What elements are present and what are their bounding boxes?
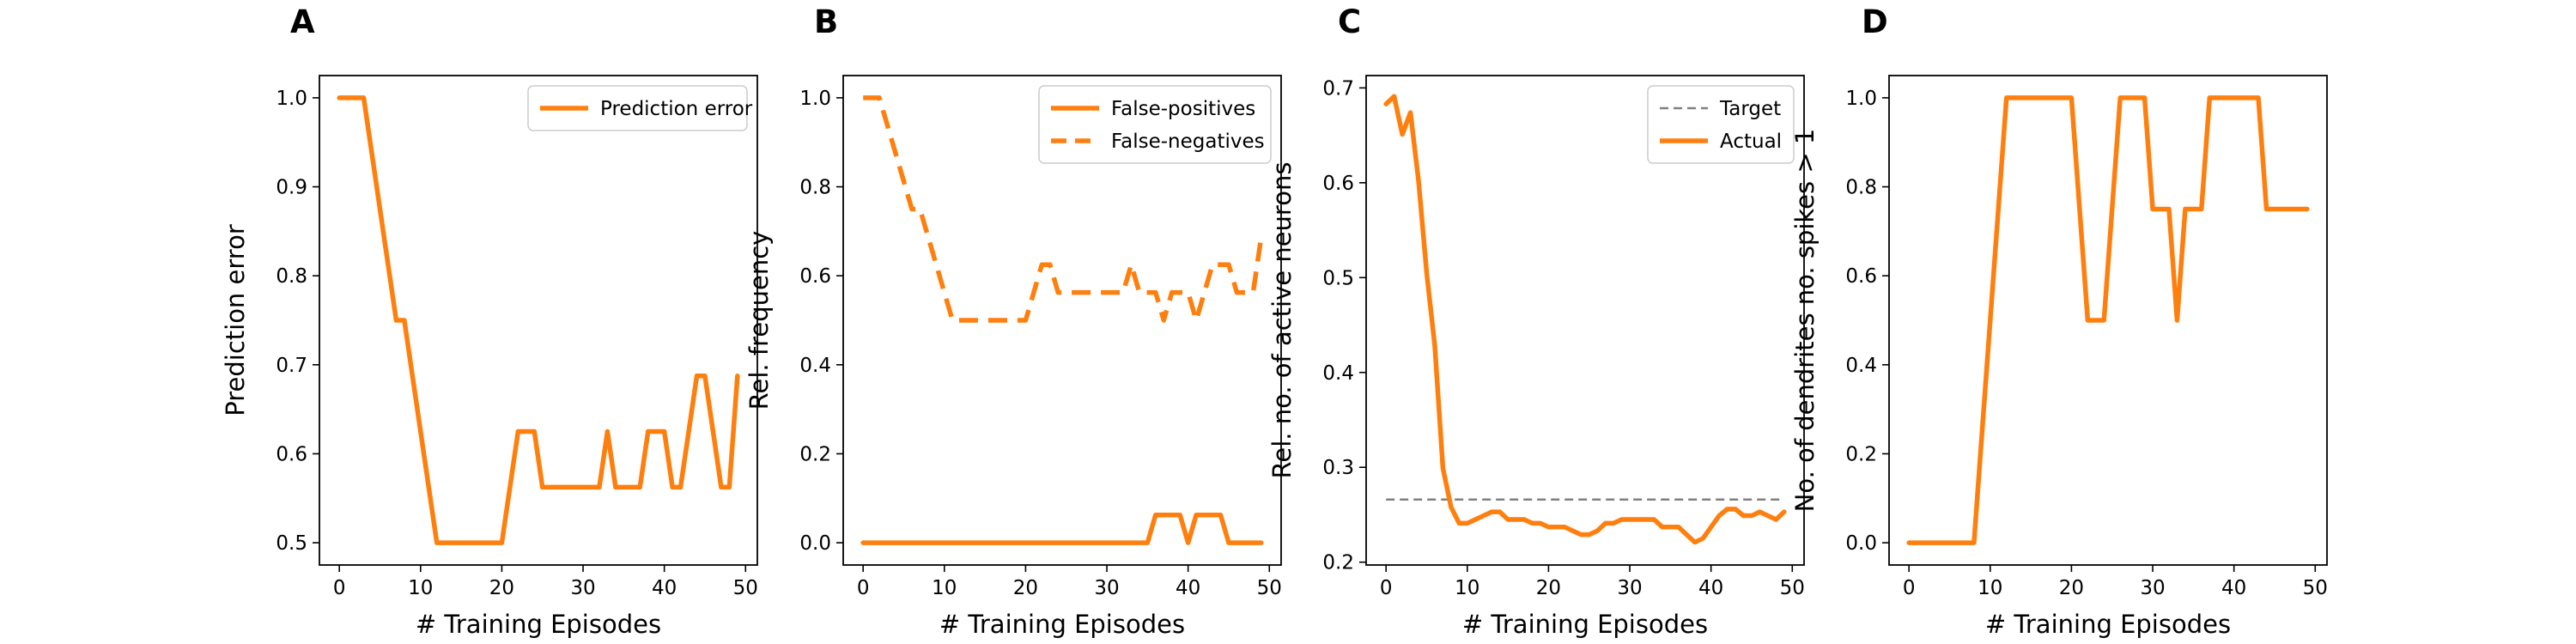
y-tick-label: 0.9 <box>276 177 307 199</box>
y-tick-label: 0.8 <box>276 265 307 288</box>
y-tick-label: 0.6 <box>1322 173 1354 195</box>
y-tick-label: 0.5 <box>276 532 307 555</box>
series-line-prediction-error <box>337 95 740 545</box>
x-tick-label: 50 <box>1780 577 1805 599</box>
panel-letter-d: D <box>1862 3 1888 40</box>
legend: False-positives False-negatives <box>1038 85 1272 164</box>
legend-frame <box>1038 85 1272 164</box>
y-tick-label: 0.7 <box>276 355 307 377</box>
y-tick-label: 0.8 <box>799 177 831 199</box>
x-tick-label: 10 <box>932 577 957 599</box>
x-tick-label: 10 <box>408 577 433 599</box>
x-tick-label: 40 <box>1698 577 1723 599</box>
plot-frame <box>319 75 758 566</box>
y-tick-label: 0.0 <box>799 532 831 555</box>
y-tick-label: 0.8 <box>1845 177 1877 199</box>
y-tick-label: 0.5 <box>1322 267 1354 289</box>
y-axis-label: No. of dendrites no. spikes > 1 <box>1790 129 1820 513</box>
y-tick-label: 1.0 <box>799 88 831 110</box>
x-axis-label: # Training Episodes <box>1985 610 2231 639</box>
y-tick-label: 0.3 <box>1322 457 1354 479</box>
legend-label: False-negatives <box>1111 131 1265 153</box>
y-tick-label: 0.4 <box>1322 362 1354 385</box>
y-tick-label: 0.2 <box>1845 443 1877 465</box>
x-tick-label: 50 <box>1257 577 1282 599</box>
legend-label: Actual <box>1720 131 1782 153</box>
y-tick-label: 0.7 <box>1322 77 1354 100</box>
x-tick-label: 20 <box>489 577 514 599</box>
x-tick-label: 50 <box>2303 577 2328 599</box>
x-axis-label: # Training Episodes <box>416 610 661 639</box>
x-tick-label: 0 <box>1380 577 1393 599</box>
x-tick-label: 40 <box>1176 577 1200 599</box>
x-tick-label: 30 <box>570 577 595 599</box>
x-tick-label: 30 <box>1094 577 1119 599</box>
y-tick-label: 0.6 <box>276 443 307 465</box>
x-tick-label: 30 <box>2140 577 2165 599</box>
y-tick-label: 0.0 <box>1845 532 1877 555</box>
y-tick-label: 0.4 <box>799 355 831 377</box>
y-tick-label: 1.0 <box>276 88 307 110</box>
x-axis-label: # Training Episodes <box>939 610 1185 639</box>
series-line-actual <box>1383 94 1787 545</box>
panel-letter-a: A <box>290 3 315 40</box>
legend-label: Prediction error <box>600 98 753 120</box>
x-tick-label: 0 <box>857 577 870 599</box>
x-tick-label: 20 <box>1013 577 1038 599</box>
legend-label: Target <box>1719 98 1781 120</box>
y-tick-label: 0.2 <box>799 443 831 465</box>
chart-panel-d: 0 10 20 30 40 50 0.0 0.2 0.4 0.6 0.8 1.0 # Training … <box>1790 75 2328 639</box>
y-tick-label: 0.6 <box>799 265 831 288</box>
plot-frame <box>1365 75 1805 566</box>
x-tick-label: 50 <box>733 577 758 599</box>
x-tick-label: 30 <box>1617 577 1642 599</box>
plot-frame <box>1888 75 2328 566</box>
chart-panel-c: 0 10 20 30 40 50 0.2 0.3 0.4 0.5 0.6 0.7 # Training … <box>1267 75 1805 639</box>
x-tick-label: 20 <box>2059 577 2084 599</box>
x-tick-label: 40 <box>652 577 677 599</box>
panel-letter-c: C <box>1338 3 1361 40</box>
y-tick-label: 0.2 <box>1322 552 1354 574</box>
plot-frame <box>842 75 1282 566</box>
x-axis-label: # Training Episodes <box>1462 610 1708 639</box>
x-tick-label: 20 <box>1536 577 1561 599</box>
panel-letter-b: B <box>814 3 838 40</box>
x-tick-label: 10 <box>1455 577 1479 599</box>
series-line-false-positives <box>860 512 1264 545</box>
series-line-main <box>1906 95 2310 545</box>
y-axis-label: Rel. frequency <box>744 231 774 410</box>
y-tick-label: 1.0 <box>1845 88 1877 110</box>
y-tick-label: 0.4 <box>1845 355 1877 377</box>
y-axis-label: Rel. no. of active neurons <box>1267 162 1297 479</box>
x-tick-label: 0 <box>1903 577 1916 599</box>
legend: Target Actual <box>1647 85 1795 164</box>
x-tick-label: 40 <box>2221 577 2246 599</box>
y-tick-label: 0.6 <box>1845 265 1877 288</box>
chart-panel-b: 0 10 20 30 40 50 0.0 0.2 0.4 0.6 0.8 1.0 # Training … <box>744 75 1282 639</box>
x-tick-label: 0 <box>333 577 346 599</box>
legend-label: False-positives <box>1111 98 1255 120</box>
x-tick-label: 10 <box>1978 577 2002 599</box>
legend: Prediction error <box>527 85 753 131</box>
legend-frame <box>1647 85 1795 164</box>
chart-panel-a: 0 10 20 30 40 50 0.5 0.6 0.7 0.8 0.9 1.0 # Training … <box>221 75 758 639</box>
legend-frame <box>527 85 748 131</box>
y-axis-label: Prediction error <box>221 224 250 416</box>
